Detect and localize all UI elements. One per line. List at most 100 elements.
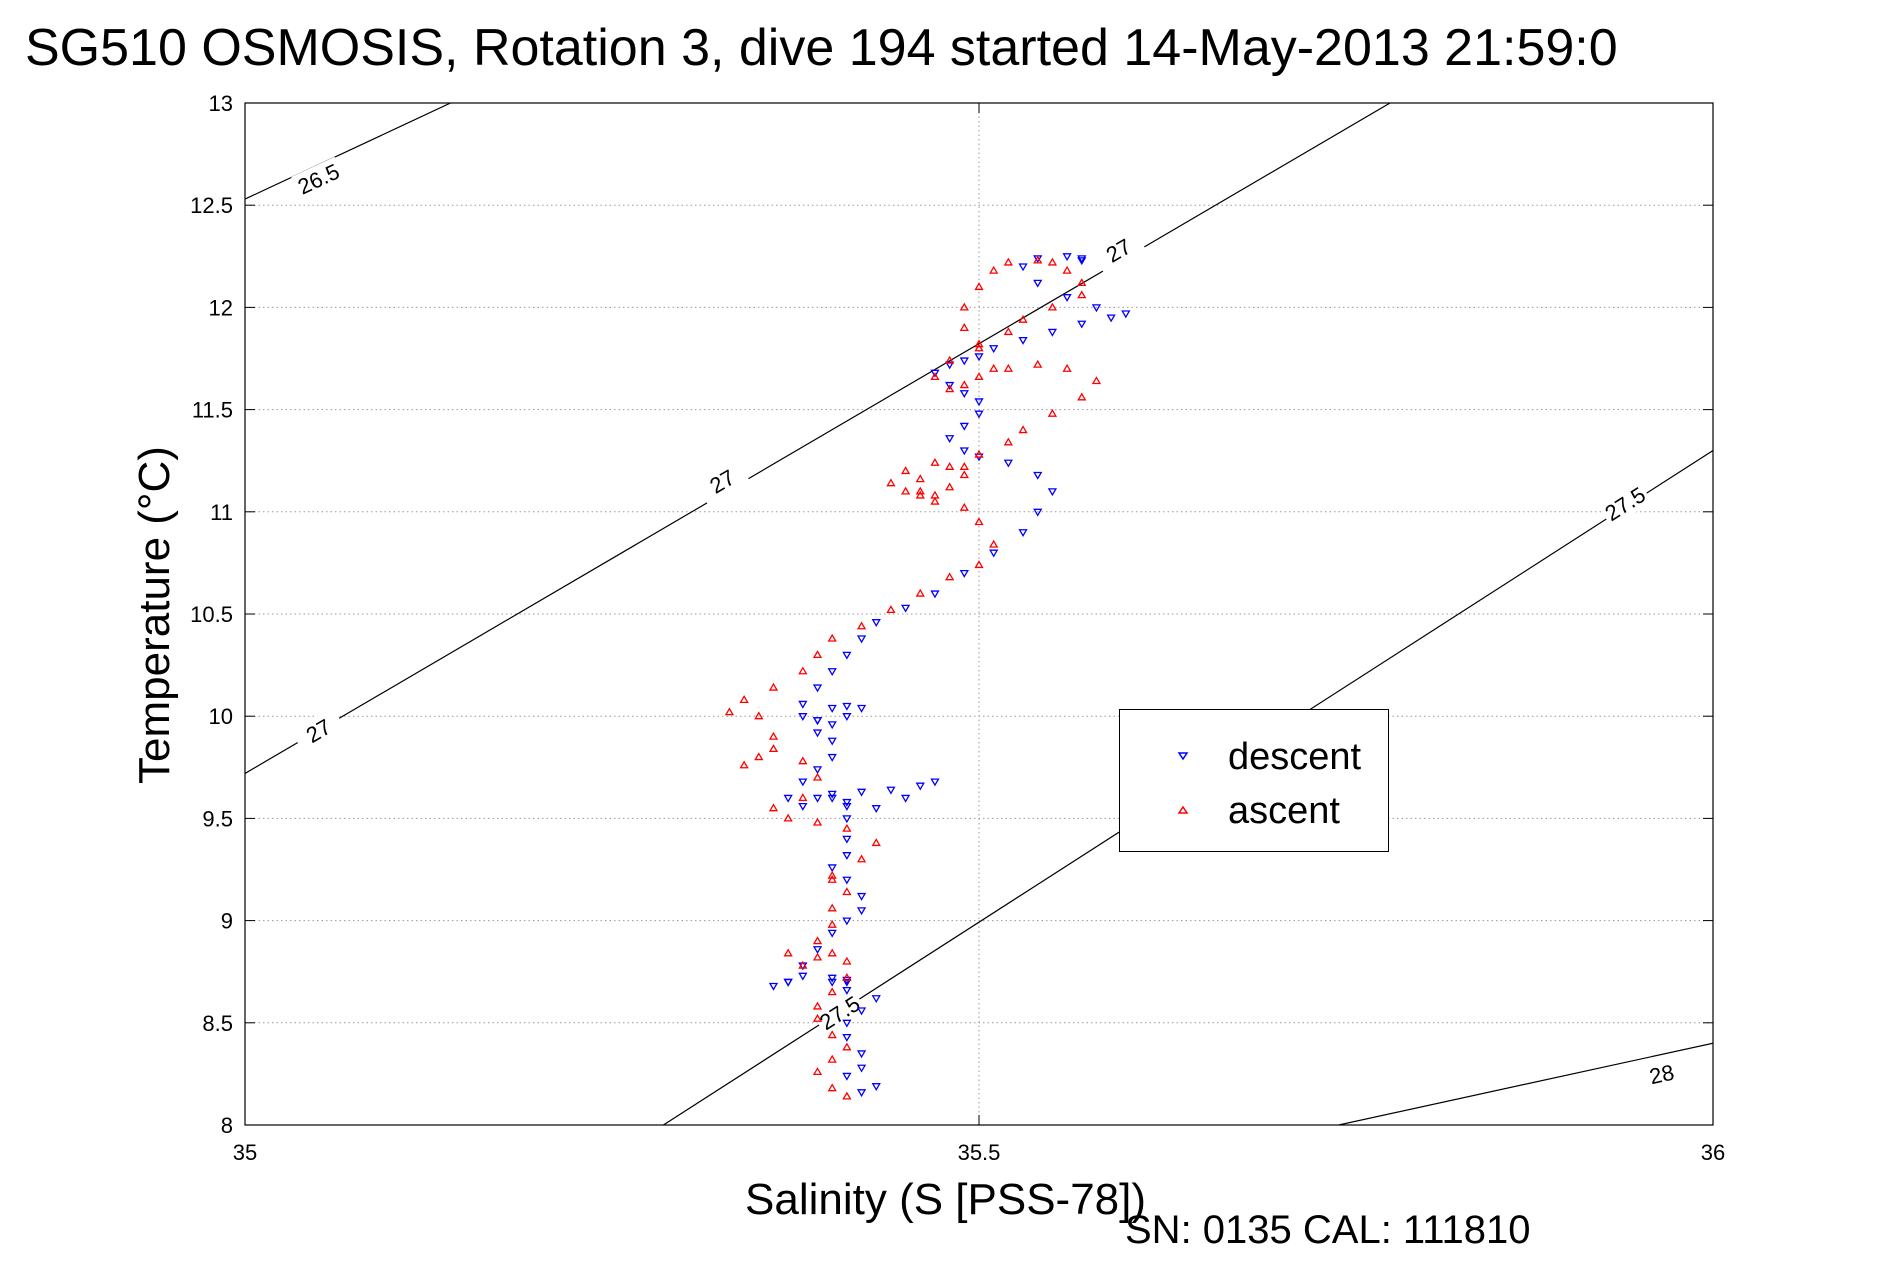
data-point-descent bbox=[915, 782, 925, 791]
data-point-descent bbox=[842, 1033, 852, 1042]
triangle-down-icon bbox=[1177, 752, 1189, 761]
data-point-ascent bbox=[1033, 359, 1043, 368]
data-point-ascent bbox=[1033, 255, 1043, 264]
data-point-descent bbox=[856, 704, 867, 713]
data-point-descent bbox=[900, 604, 911, 613]
data-point-descent bbox=[959, 447, 969, 456]
data-point-ascent bbox=[798, 756, 808, 765]
data-point-descent bbox=[1033, 471, 1043, 480]
data-point-descent bbox=[827, 704, 837, 713]
data-point-descent bbox=[842, 852, 852, 860]
data-point-ascent bbox=[1077, 392, 1087, 401]
data-point-ascent bbox=[974, 517, 984, 526]
data-point-descent bbox=[989, 549, 999, 558]
contour-line-28 bbox=[1338, 1042, 1713, 1125]
data-point-descent bbox=[989, 345, 999, 354]
data-point-descent bbox=[812, 794, 823, 803]
data-point-descent bbox=[945, 435, 955, 444]
data-point-ascent bbox=[945, 384, 955, 393]
data-point-ascent bbox=[974, 560, 984, 569]
data-point-descent bbox=[827, 790, 837, 799]
data-point-descent bbox=[856, 1007, 867, 1016]
data-point-descent bbox=[768, 982, 779, 991]
y-tick-label: 10 bbox=[209, 704, 233, 729]
data-point-ascent bbox=[798, 960, 808, 969]
data-point-descent bbox=[842, 702, 852, 711]
grid bbox=[245, 103, 1713, 1125]
data-point-ascent bbox=[842, 956, 852, 965]
chart-title: SG510 OSMOSIS, Rotation 3, dive 194 star… bbox=[25, 19, 1618, 77]
y-tick-label: 9 bbox=[221, 909, 233, 934]
data-point-descent bbox=[842, 802, 852, 811]
data-point-descent bbox=[945, 381, 955, 390]
x-tick-label: 35.5 bbox=[958, 1140, 1001, 1165]
data-point-ascent bbox=[827, 870, 837, 879]
data-point-descent bbox=[798, 802, 808, 811]
data-point-ascent bbox=[827, 919, 837, 928]
y-tick-label: 11 bbox=[210, 500, 233, 525]
data-point-descent bbox=[871, 995, 881, 1004]
data-point-ascent bbox=[827, 633, 837, 642]
data-point-descent bbox=[1077, 320, 1087, 329]
data-point-ascent bbox=[959, 470, 969, 479]
data-point-ascent bbox=[930, 372, 940, 381]
data-point-descent bbox=[900, 794, 911, 803]
data-point-descent bbox=[959, 357, 969, 366]
x-tick-label: 35 bbox=[233, 1140, 257, 1165]
data-point-ascent bbox=[915, 588, 925, 597]
data-point-ascent bbox=[783, 813, 793, 822]
axes: 35 35.5 36 8 8.5 9 9.5 10 10.5 11 11.5 12 12.5 13 bbox=[190, 91, 1725, 1165]
data-point-ascent bbox=[739, 760, 749, 769]
data-point-ascent bbox=[1003, 257, 1013, 266]
data-point-descent bbox=[1003, 459, 1013, 468]
y-tick-label: 8.5 bbox=[202, 1011, 233, 1036]
data-point-ascent bbox=[900, 486, 911, 495]
data-point-descent bbox=[1033, 508, 1043, 517]
data-point-descent bbox=[1077, 257, 1087, 266]
data-point-ascent bbox=[974, 449, 984, 458]
legend-label-descent: descent bbox=[1228, 736, 1362, 778]
y-tick-label: 8 bbox=[221, 1113, 233, 1138]
y-tick-label: 13 bbox=[209, 91, 233, 116]
contour-label-bg bbox=[291, 707, 346, 754]
data-point-descent bbox=[1018, 263, 1028, 272]
data-point-ascent bbox=[842, 823, 852, 832]
data-point-ascent bbox=[974, 343, 984, 352]
contour-label-bg bbox=[1635, 1056, 1688, 1092]
data-point-descent bbox=[871, 619, 881, 627]
legend-label-ascent: ascent bbox=[1228, 790, 1340, 832]
data-point-descent bbox=[812, 684, 823, 693]
data-point-ascent bbox=[930, 496, 940, 505]
data-point-ascent bbox=[1018, 314, 1028, 323]
data-point-ascent bbox=[812, 1067, 823, 1076]
data-point-ascent bbox=[812, 1013, 823, 1022]
data-point-ascent bbox=[1047, 257, 1058, 266]
data-point-descent bbox=[827, 864, 837, 873]
data-point-ascent bbox=[768, 744, 779, 753]
contour-line-27 bbox=[245, 103, 1391, 774]
data-point-ascent bbox=[900, 466, 911, 475]
data-point-descent bbox=[974, 398, 984, 407]
data-point-ascent bbox=[945, 462, 955, 470]
data-point-ascent bbox=[930, 457, 940, 466]
y-axis-label: Temperature (°C) bbox=[130, 446, 179, 784]
data-point-ascent bbox=[1047, 408, 1058, 417]
contour-label-bg bbox=[291, 156, 346, 201]
data-point-ascent bbox=[974, 339, 984, 348]
data-point-descent bbox=[783, 794, 793, 803]
data-point-descent bbox=[827, 737, 837, 746]
data-point-descent bbox=[856, 1050, 867, 1059]
data-point-descent bbox=[827, 794, 837, 803]
data-point-ascent bbox=[739, 695, 749, 703]
data-point-descent bbox=[842, 1072, 852, 1081]
data-point-descent bbox=[871, 1083, 881, 1091]
data-point-descent bbox=[930, 369, 940, 378]
data-point-descent bbox=[842, 651, 852, 660]
data-point-descent bbox=[812, 946, 823, 955]
data-point-ascent bbox=[842, 1042, 852, 1051]
data-point-ascent bbox=[930, 490, 940, 499]
data-point-descent bbox=[1121, 310, 1131, 319]
data-point-descent bbox=[959, 422, 969, 431]
data-point-ascent bbox=[827, 903, 837, 912]
data-point-ascent bbox=[754, 752, 764, 761]
